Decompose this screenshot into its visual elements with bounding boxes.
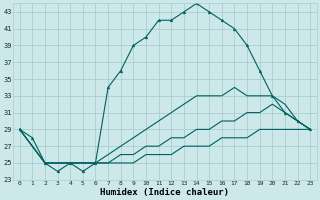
X-axis label: Humidex (Indice chaleur): Humidex (Indice chaleur) xyxy=(100,188,229,197)
